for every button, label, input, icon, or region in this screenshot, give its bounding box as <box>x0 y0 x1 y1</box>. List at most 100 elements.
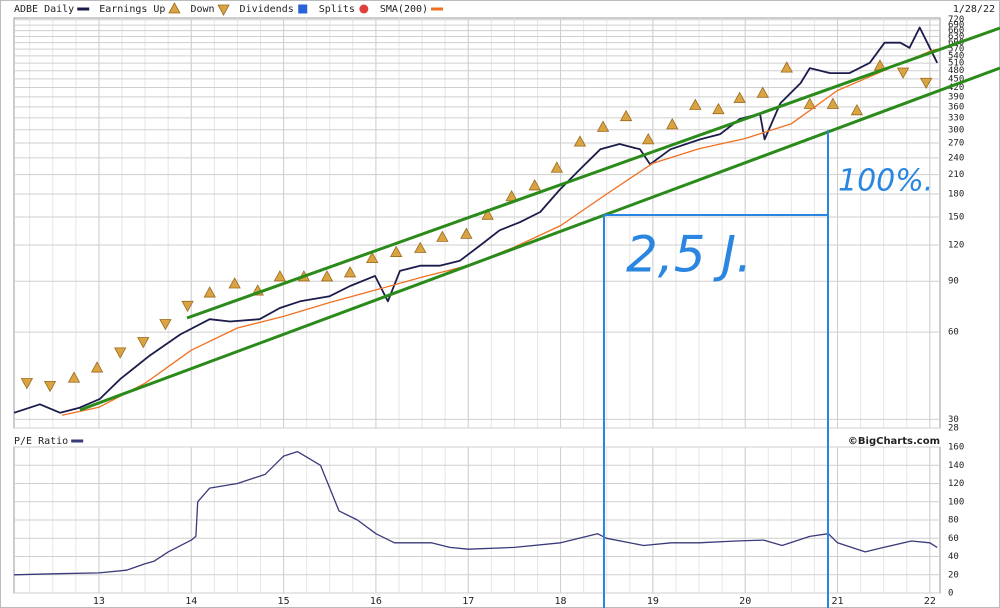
y-tick-label: 100 <box>948 497 964 507</box>
earnings-marker <box>619 109 633 122</box>
y-tick-label: 40 <box>948 552 959 562</box>
earnings-marker <box>528 179 541 191</box>
plot-layer: 2830609012015018021024027030033036039042… <box>13 2 995 607</box>
series-group <box>14 450 938 576</box>
earnings-marker <box>481 208 494 220</box>
annotation: 100%. <box>838 164 933 199</box>
earnings-marker <box>273 270 287 282</box>
y-tick-label: 690 <box>948 21 964 31</box>
y-tick-label: 720 <box>948 15 964 25</box>
y-tick-label: 450 <box>948 74 964 84</box>
y-tick-label: 90 <box>948 277 959 287</box>
y-tick-label: 540 <box>948 51 964 61</box>
dividend-marker <box>298 4 308 14</box>
y-tick-label: 330 <box>948 113 964 123</box>
y-tick-label: 510 <box>948 59 964 69</box>
earnings-marker <box>67 371 81 383</box>
earnings-marker <box>320 270 334 282</box>
y-tick-label: 420 <box>948 83 964 93</box>
legend-label: Dividends <box>240 4 294 15</box>
y-tick-label: 20 <box>948 570 959 580</box>
earnings-marker <box>20 378 34 390</box>
legend-label: Earnings Up <box>99 4 165 15</box>
y-tick-label: 630 <box>948 32 964 42</box>
y-tick-label: 570 <box>948 45 964 55</box>
series-line <box>14 26 939 414</box>
x-tick-label: 20 <box>739 596 751 607</box>
y-tick-label: 120 <box>948 241 964 251</box>
earnings-marker <box>642 133 655 145</box>
y-tick-label: 240 <box>948 153 964 163</box>
y-tick-label: 140 <box>948 461 964 471</box>
annotation: 2,5 J. <box>626 226 752 284</box>
earnings-marker <box>436 230 449 242</box>
earnings-marker <box>850 103 864 116</box>
y-tick-label: 480 <box>948 66 964 76</box>
legend-label: SMA(200) <box>380 4 428 15</box>
earnings-marker <box>756 86 769 98</box>
x-tick-label: 18 <box>555 596 567 607</box>
x-tick-label: 15 <box>278 596 290 607</box>
y-tick-label: 390 <box>948 92 964 102</box>
y-tick-label: 210 <box>948 170 964 180</box>
x-tick-label: 14 <box>185 596 197 607</box>
drawing-overlay: 100%. 2,5 J. <box>79 26 1000 608</box>
earnings-marker <box>689 98 702 110</box>
x-tick-label: 13 <box>93 596 105 607</box>
y-tick-label: 270 <box>948 139 964 149</box>
legend-label: P/E Ratio <box>14 436 68 447</box>
earnings-marker <box>390 245 403 257</box>
y-tick-label: 300 <box>948 125 964 135</box>
trend-line <box>186 26 1000 320</box>
x-tick-label: 19 <box>647 596 659 607</box>
earnings-marker <box>712 102 725 115</box>
earnings-marker <box>137 337 150 349</box>
split-marker <box>359 4 369 14</box>
earnings-marker <box>573 135 587 147</box>
trend-line <box>79 66 1000 412</box>
earnings-marker <box>460 227 473 239</box>
earnings-marker <box>596 120 610 132</box>
legend-label: Splits <box>319 4 355 15</box>
y-tick-label: 180 <box>948 190 964 200</box>
earnings-marker <box>366 251 379 264</box>
earnings-marker <box>181 300 194 313</box>
x-tick-label: 21 <box>831 596 843 607</box>
earnings-marker <box>826 97 840 109</box>
earnings-marker <box>228 277 241 289</box>
y-tick-label: 80 <box>948 516 959 526</box>
earnings-marker <box>803 97 817 109</box>
earnings-marker <box>666 118 679 130</box>
source-label: ©BigCharts.com <box>848 436 940 447</box>
earnings-marker <box>168 2 181 14</box>
x-tick-label: 16 <box>370 596 382 607</box>
y-tick-label: 360 <box>948 102 964 112</box>
x-tick-label: 17 <box>462 596 474 607</box>
earnings-marker <box>159 319 172 331</box>
earnings-marker <box>414 241 427 253</box>
y-tick-label: 60 <box>948 328 959 338</box>
earnings-marker <box>203 286 216 298</box>
earnings-marker <box>550 161 564 173</box>
y-tick-label: 0 <box>948 589 953 599</box>
series-line <box>14 450 938 576</box>
earnings-marker <box>90 361 104 373</box>
y-tick-label: 120 <box>948 479 964 489</box>
y-tick-label: 150 <box>948 212 964 222</box>
y-tick-label: 160 <box>948 443 964 453</box>
y-tick-label: 60 <box>948 534 959 544</box>
earnings-marker <box>896 67 910 79</box>
y-tick-label: 30 <box>948 415 959 425</box>
legend-label: ADBE Daily <box>14 4 74 15</box>
earnings-marker <box>43 380 57 393</box>
legend-label: Down <box>190 4 214 15</box>
x-tick-label: 22 <box>924 596 936 607</box>
earnings-marker <box>217 4 230 16</box>
earnings-marker <box>733 91 746 103</box>
y-tick-label: 28 <box>948 424 959 434</box>
earnings-marker <box>780 61 793 73</box>
y-tick-label: 660 <box>948 26 964 36</box>
